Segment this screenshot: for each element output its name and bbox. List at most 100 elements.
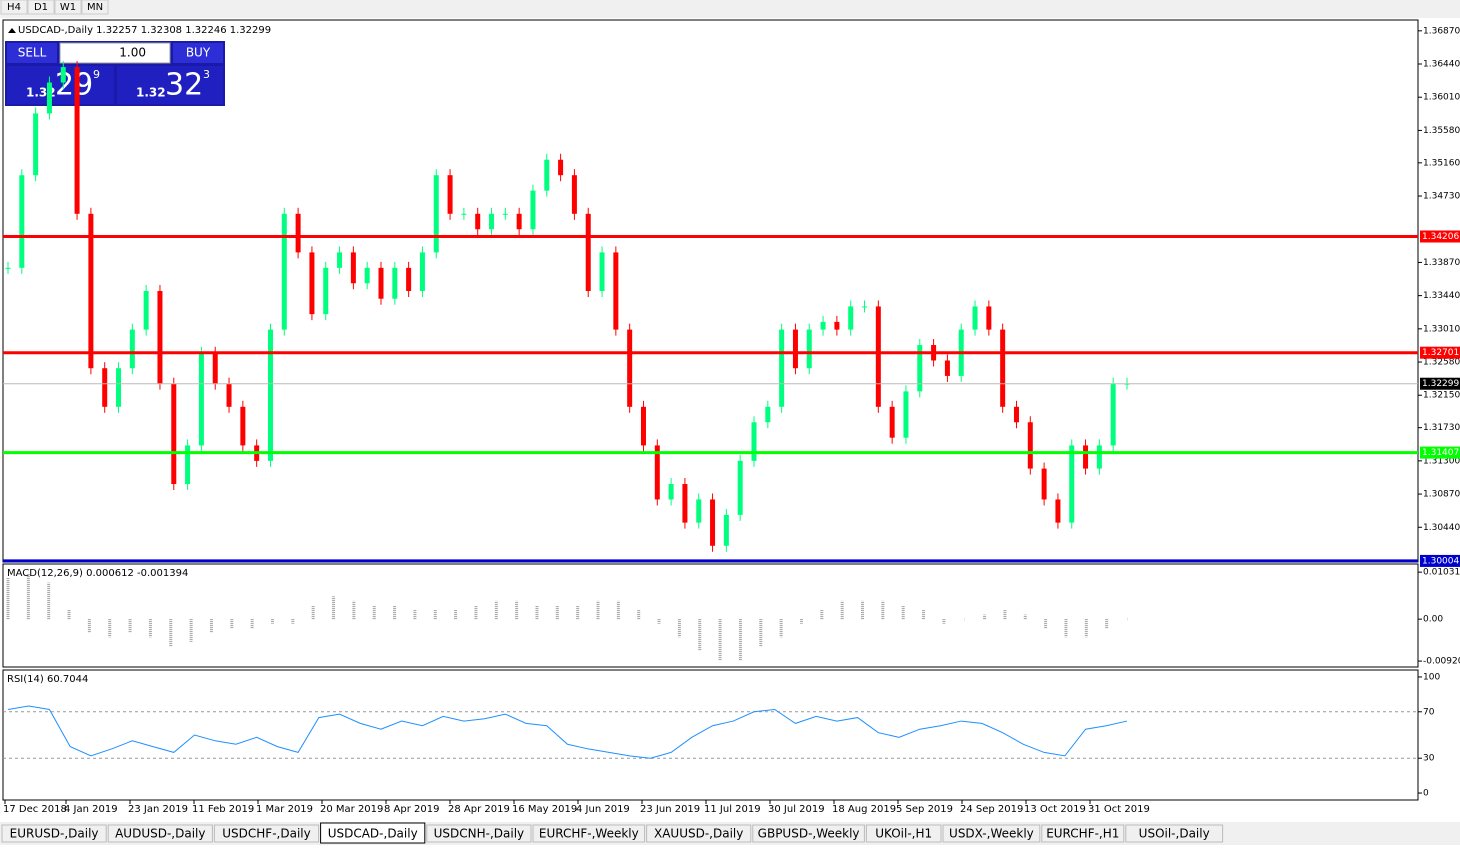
tab-label: EURCHF-,H1 <box>1046 827 1119 841</box>
x-tick-label: 11 Jul 2019 <box>704 804 761 815</box>
candle-body <box>378 267 384 299</box>
tab[interactable] <box>1041 824 1125 843</box>
candle-body <box>337 252 343 268</box>
candle-body <box>364 267 370 284</box>
y-tick-label: 70 <box>1423 707 1435 717</box>
candle-body <box>502 213 508 215</box>
lot-input[interactable] <box>59 42 171 64</box>
candle-body <box>848 306 854 330</box>
candle-body <box>281 213 287 330</box>
candle-body <box>544 159 550 191</box>
candle-body <box>88 213 94 369</box>
timeframe-button[interactable] <box>0 0 28 15</box>
timeframe-label: W1 <box>60 2 76 13</box>
y-tick-label: -0.009203 <box>1423 657 1460 667</box>
tab[interactable] <box>1125 824 1224 843</box>
candle-body <box>475 213 481 230</box>
candle-body <box>102 368 108 407</box>
y-tick-label: 1.33010 <box>1423 324 1460 334</box>
tab-label: XAUUSD-,Daily <box>654 827 743 841</box>
timeframe-label: D1 <box>34 2 48 13</box>
sell-button[interactable] <box>7 43 57 63</box>
x-tick-label: 24 Sep 2019 <box>960 804 1023 815</box>
tab[interactable] <box>1 824 107 843</box>
candle-body <box>944 360 950 376</box>
candle-body <box>972 306 978 330</box>
candle-body <box>350 252 356 284</box>
y-tick-label: 1.36010 <box>1423 93 1460 103</box>
y-tick-label: 1.36870 <box>1423 26 1460 36</box>
lot-value: 1.00 <box>119 46 146 60</box>
level-label: 1.32299 <box>1422 379 1459 389</box>
timeframe-button[interactable] <box>54 0 82 15</box>
sell-label: SELL <box>18 46 47 60</box>
candle-body <box>212 352 218 384</box>
timeframe-label: H4 <box>7 2 21 13</box>
candle-body <box>585 213 591 291</box>
level-label: 1.32701 <box>1422 348 1459 358</box>
bid-small: 9 <box>93 68 100 81</box>
tab[interactable] <box>426 824 532 843</box>
candle-body <box>226 383 232 407</box>
candle-body <box>737 460 743 515</box>
x-tick-label: 30 Jul 2019 <box>768 804 825 815</box>
rsi-panel <box>2 669 1419 801</box>
tab[interactable] <box>752 824 865 843</box>
tab-label: AUDUSD-,Daily <box>115 827 205 841</box>
level-label: 1.31407 <box>1422 448 1459 458</box>
tab[interactable] <box>865 824 942 843</box>
bid-box[interactable] <box>7 66 114 104</box>
timeframe-button[interactable] <box>81 0 109 15</box>
macd-title: MACD(12,26,9) 0.000612 -0.001394 <box>7 568 188 579</box>
candle-body <box>613 252 619 330</box>
candle-body <box>60 67 66 83</box>
candle-body <box>1041 468 1047 500</box>
buy-button[interactable] <box>173 43 223 63</box>
y-tick-label: 1.35580 <box>1423 126 1460 136</box>
candle-body <box>654 445 660 500</box>
candle-body <box>143 291 149 330</box>
level-label-bg <box>1420 346 1460 359</box>
y-tick-label: 0.010311 <box>1423 568 1460 578</box>
x-tick-label: 28 Apr 2019 <box>448 804 510 815</box>
candle-body <box>792 329 798 369</box>
candle-body <box>986 306 992 330</box>
trade-panel: SELL 1.00 BUY 1.32 29 9 1.32 32 3 <box>5 41 225 106</box>
tab-label: USDCHF-,Daily <box>222 827 310 841</box>
tab[interactable] <box>942 824 1041 843</box>
tab[interactable] <box>532 824 646 843</box>
candle-body <box>74 67 80 214</box>
timeframe-button[interactable] <box>27 0 55 15</box>
y-tick-label: 1.30870 <box>1423 490 1460 500</box>
x-tick-label: 4 Jun 2019 <box>576 804 630 815</box>
level-label-bg <box>1420 446 1460 459</box>
candle-body <box>820 321 826 330</box>
ask-box[interactable] <box>117 66 223 104</box>
x-tick-label: 23 Jan 2019 <box>128 804 188 815</box>
collapse-icon <box>8 28 16 33</box>
candle-body <box>640 406 646 446</box>
y-tick-label: 1.34730 <box>1423 192 1460 202</box>
tab[interactable] <box>107 824 213 843</box>
macd-panel <box>2 563 1419 668</box>
y-tick-label: 1.31730 <box>1423 423 1460 433</box>
level-label-bg <box>1420 554 1460 567</box>
y-tick-label: 1.30440 <box>1423 523 1460 533</box>
x-tick-label: 23 Jun 2019 <box>640 804 700 815</box>
candle-body <box>392 267 398 299</box>
candle-body <box>1096 445 1102 469</box>
candle-body <box>806 329 812 369</box>
tab[interactable] <box>646 824 752 843</box>
tab[interactable] <box>320 822 426 844</box>
candle-body <box>129 329 135 369</box>
candle-body <box>309 252 315 315</box>
ask-small: 3 <box>203 68 210 81</box>
candle-body <box>765 406 771 423</box>
y-tick-label: 0.00 <box>1423 615 1443 625</box>
candle-body <box>489 213 495 230</box>
tab[interactable] <box>213 824 320 843</box>
candle-body <box>668 484 674 500</box>
tab-label: UKOil-,H1 <box>875 827 932 841</box>
tab-label: GBPUSD-,Weekly <box>758 827 860 841</box>
